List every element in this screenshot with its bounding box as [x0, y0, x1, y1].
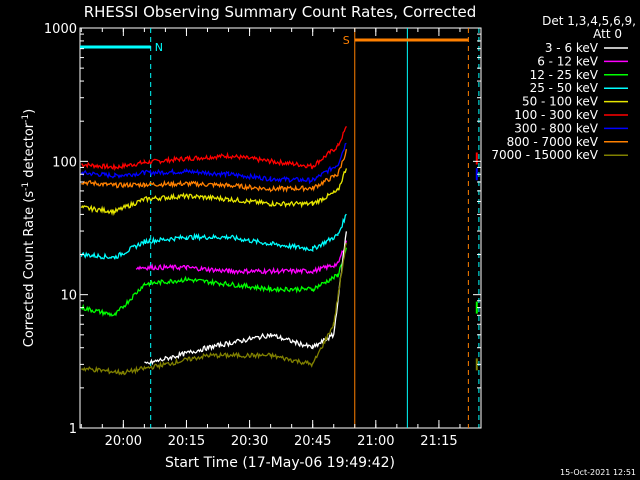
x-axis-label: Start Time (17-May-06 19:49:42) — [165, 455, 395, 471]
y-tick-label: 10 — [60, 289, 77, 304]
y-label-sup-2: -1 — [21, 114, 31, 123]
vertical-markers — [150, 28, 480, 428]
footer-timestamp: 15-Oct-2021 12:51 — [560, 468, 636, 477]
plot-frame — [79, 27, 482, 429]
x-tick-label: 20:15 — [168, 434, 205, 449]
x-axis-ticks: 20:00 20:15 20:30 20:45 21:00 21:15 — [80, 28, 482, 449]
series-line — [80, 168, 348, 216]
chart-title: RHESSI Observing Summary Count Rates, Co… — [84, 3, 477, 21]
flag-label: N — [155, 41, 163, 54]
legend-label: 25 - 50 keV — [530, 81, 599, 95]
legend-header-1: Det 1,3,4,5,6,9, — [542, 14, 636, 28]
x-tick-label: 20:00 — [105, 434, 142, 449]
legend-label: 800 - 7000 keV — [507, 135, 599, 149]
y-tick-label: 1 — [69, 422, 77, 437]
y-tick-label: 100 — [52, 155, 77, 170]
data-series — [80, 125, 478, 376]
legend-label: 12 - 25 keV — [530, 68, 599, 82]
legend-label: 3 - 6 keV — [545, 41, 599, 55]
series-line — [80, 142, 347, 185]
series-line — [144, 231, 348, 366]
legend-label: 7000 - 15000 keV — [491, 148, 598, 162]
legend-label: 300 - 800 keV — [514, 121, 598, 135]
series-line — [80, 247, 348, 318]
series-line — [135, 240, 348, 276]
plot-area — [79, 27, 482, 429]
y-label-part-1: Corrected Count Rate (s — [22, 191, 37, 348]
legend-header-2: Att 0 — [593, 27, 622, 41]
series-line — [81, 125, 347, 172]
series-line — [81, 148, 348, 193]
observing-flags: NS — [80, 34, 469, 54]
legend-label: 6 - 12 keV — [537, 54, 599, 68]
series-line — [81, 242, 348, 376]
x-tick-label: 21:00 — [357, 434, 394, 449]
series-line — [80, 213, 347, 260]
y-axis-label: Corrected Count Rate (s-1 detector-1) — [21, 109, 37, 347]
x-tick-label: 20:30 — [231, 434, 268, 449]
legend-label: 100 - 300 keV — [514, 108, 598, 122]
y-label-part-3: ) — [22, 109, 37, 114]
x-tick-label: 20:45 — [294, 434, 331, 449]
flag-label: S — [343, 34, 350, 47]
y-tick-label: 1000 — [44, 22, 77, 37]
x-tick-label: 21:15 — [420, 434, 457, 449]
y-label-sup-1: -1 — [21, 182, 31, 191]
y-axis-ticks: 1 10 100 1000 — [44, 22, 481, 437]
legend-label: 50 - 100 keV — [522, 95, 599, 109]
y-label-part-2: detector — [22, 122, 37, 182]
